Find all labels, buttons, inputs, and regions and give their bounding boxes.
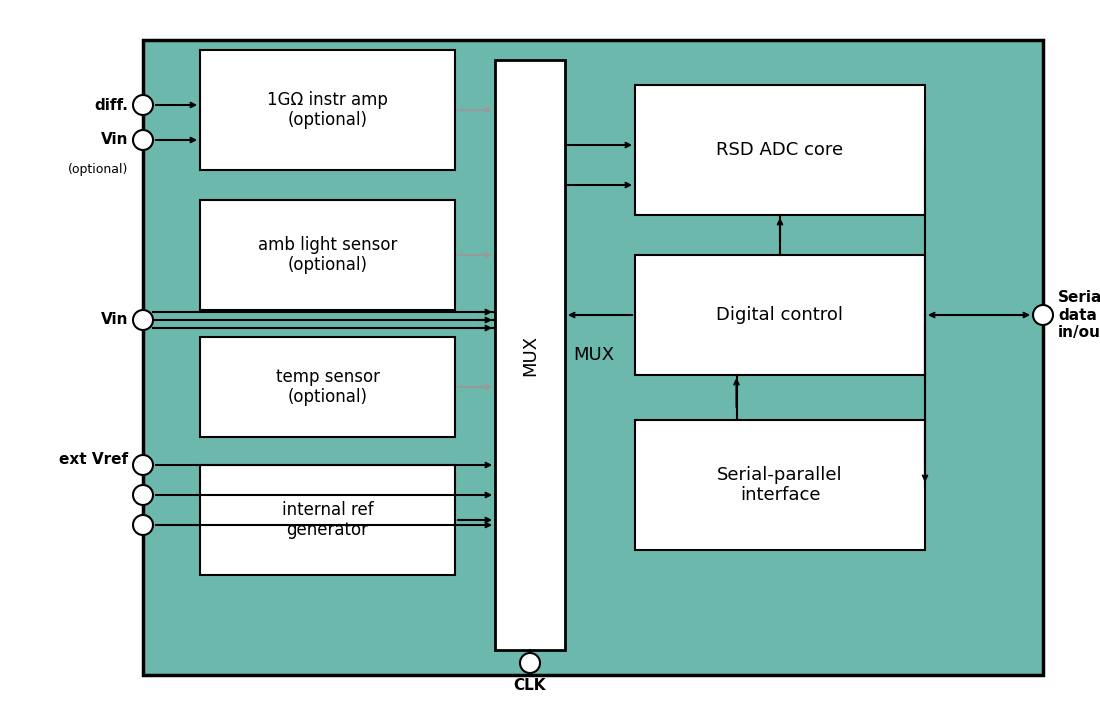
Circle shape [133,130,153,150]
Text: (optional): (optional) [67,164,128,176]
Circle shape [133,515,153,535]
Circle shape [133,455,153,475]
Text: Vin: Vin [100,312,128,328]
Circle shape [133,485,153,505]
Text: 1GΩ instr amp
(optional): 1GΩ instr amp (optional) [267,91,388,130]
Bar [200,337,455,437]
Bar [635,255,925,375]
Bar [495,60,565,650]
Circle shape [520,653,540,673]
Bar [200,200,455,310]
Text: MUX: MUX [521,334,539,376]
Text: Digital control: Digital control [716,306,844,324]
Circle shape [1033,305,1053,325]
Text: ext Vref: ext Vref [59,453,128,467]
Text: Vin: Vin [100,133,128,147]
Bar [200,465,455,575]
Text: Serial
data
in/out: Serial data in/out [1058,290,1100,340]
Bar [635,420,925,550]
Circle shape [133,310,153,330]
Text: Serial-parallel
interface: Serial-parallel interface [717,465,843,504]
Text: amb light sensor
(optional): amb light sensor (optional) [257,235,397,274]
Bar [635,85,925,215]
Text: diff.: diff. [95,97,128,113]
Text: internal ref
generator: internal ref generator [282,501,373,539]
Circle shape [133,95,153,115]
Text: temp sensor
(optional): temp sensor (optional) [275,367,380,406]
Bar [200,50,455,170]
Text: CLK: CLK [514,678,547,693]
Text: RSD ADC core: RSD ADC core [716,141,844,159]
Text: MUX: MUX [573,346,614,364]
Bar [143,40,1043,675]
